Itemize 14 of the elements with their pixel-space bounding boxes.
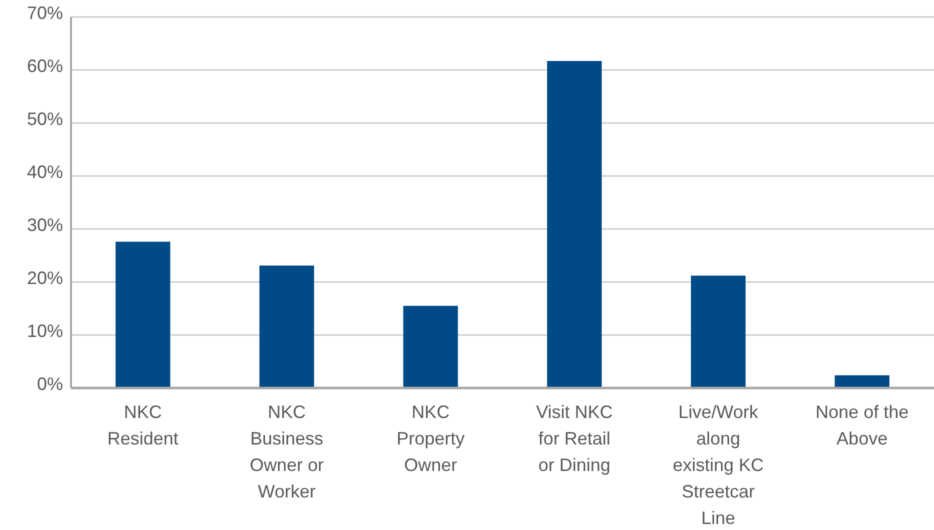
y-tick-label: 60% bbox=[26, 56, 63, 76]
x-tick-label: None of the Above bbox=[816, 402, 909, 448]
x-tick-label: Visit NKC for Retail or Dining bbox=[536, 402, 613, 475]
x-tick-label: Live/Work along existing KC Streetcar Line bbox=[672, 402, 764, 528]
y-tick-label: 0% bbox=[36, 374, 63, 394]
y-tick-label: 30% bbox=[26, 214, 63, 235]
y-tick-label: 70% bbox=[26, 2, 63, 23]
x-tick-label: NKC Property Owner bbox=[396, 402, 465, 475]
y-tick-label: 10% bbox=[26, 320, 63, 341]
x-tick-label: NKC Business Owner or Worker bbox=[250, 402, 324, 502]
x-tick-label: NKC Resident bbox=[107, 402, 178, 448]
y-tick-label: 40% bbox=[26, 162, 63, 182]
y-tick-label: 20% bbox=[26, 268, 63, 288]
y-tick-label: 50% bbox=[26, 108, 63, 129]
